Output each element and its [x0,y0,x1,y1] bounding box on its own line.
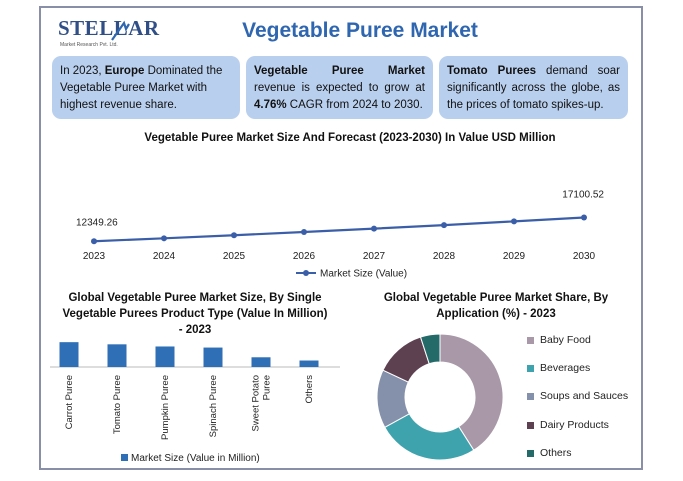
box-bold: Vegetable Puree Market [254,65,425,77]
page-title: Vegetable Puree Market [242,19,478,42]
info-box-tomato: Tomato Purees demand soar significantly … [439,56,628,119]
legend-swatch-icon [527,449,534,457]
info-box-region: In 2023, Europe Dominated the Vegetable … [52,56,240,119]
box-bold: 4.76% [254,99,287,111]
legend-label: Soups and Sauces [540,390,629,403]
category-label: Sweet Potato [251,375,262,432]
box-text: revenue is expected to grow at [254,82,425,94]
donut-legend: Baby Food Beverages Soups and Sauces Dairy … [527,334,628,475]
legend-marker-icon [303,270,309,276]
x-tick-label: 2028 [433,251,456,262]
series-line [93,216,585,243]
company-logo: STELLAR Market Research Pvt. Ltd. [52,14,159,54]
legend-swatch-icon [121,454,128,461]
x-tick-label: 2024 [153,251,176,262]
box-bold: Tomato Purees [447,65,537,77]
category-label: Spinach Puree [208,375,219,437]
legend-item: Dairy Products [527,419,628,447]
logo-subtitle: Market Research Pvt. Ltd. [60,42,118,48]
line-chart-title: Vegetable Puree Market Size And Forecast… [144,132,556,144]
category-label: Pumpkin Puree [160,375,171,440]
donut-slice [419,333,441,365]
legend-item: Soups and Sauces [527,390,628,418]
bar [155,346,175,367]
legend-swatch-icon [527,393,534,401]
bar [251,357,271,367]
legend-item: Beverages [527,362,628,390]
bar-chart-title: Global Vegetable Puree Market Size, By S… [62,292,328,336]
legend-item: Others [527,447,628,475]
legend-label: Beverages [540,362,591,375]
data-point [511,218,517,225]
data-point [161,235,167,242]
legend-label: Baby Food [540,334,591,346]
data-point [441,222,447,229]
x-tick-label: 2025 [223,251,246,262]
bar [299,360,319,367]
x-tick-label: 2029 [503,251,526,262]
legend-label: Market Size (Value) [320,269,407,280]
category-label: Puree [262,375,273,400]
box-bold: Europe [104,65,145,77]
bar-chart: Carrot Puree Tomato Puree Pumpkin Puree Spi… [50,342,340,464]
box-text: In 2023, [60,65,105,77]
box-text: CAGR from 2024 to 2030. [286,99,423,111]
logo-arrow-icon [111,20,130,41]
infographic-frame [39,6,643,470]
data-point [91,238,97,245]
donut-slice [384,413,475,461]
data-point [581,214,587,221]
x-tick-label: 2026 [293,251,316,262]
data-point [231,232,237,239]
legend-label: Market Size (Value in Million) [131,453,260,464]
legend-label: Others [540,446,572,459]
legend-swatch-icon [527,337,534,344]
category-label: Others [304,375,315,404]
bar [59,342,79,367]
x-tick-label: 2027 [363,251,386,262]
box-text: Dominated the Vegetable Puree Market wit… [60,65,223,111]
legend-label: Dairy Products [540,418,609,431]
category-label: Tomato Puree [112,375,123,434]
data-label: 17100.52 [562,189,604,200]
data-point [371,225,377,232]
data-label: 12349.26 [76,217,118,228]
bar [107,344,127,367]
legend-swatch-icon [527,365,534,373]
info-box-cagr: Vegetable Puree Market revenue is expect… [246,56,433,119]
data-point [301,229,307,236]
donut-slice [439,333,504,451]
donut-chart [376,333,504,461]
donut-chart-title: Global Vegetable Puree Market Share, By … [383,292,609,320]
line-chart: 2023 2024 2025 2026 2027 2028 2029 2030 12349.26… [76,189,604,280]
legend-swatch-icon [527,421,534,429]
box-text: demand soar significantly across the glo… [447,65,620,111]
x-tick-label: 2030 [573,251,596,262]
category-label: Carrot Puree [64,375,75,429]
logo-text: STELLAR [58,16,160,40]
bar [203,347,223,367]
x-tick-label: 2023 [83,251,106,262]
legend-item: Baby Food [527,334,628,362]
